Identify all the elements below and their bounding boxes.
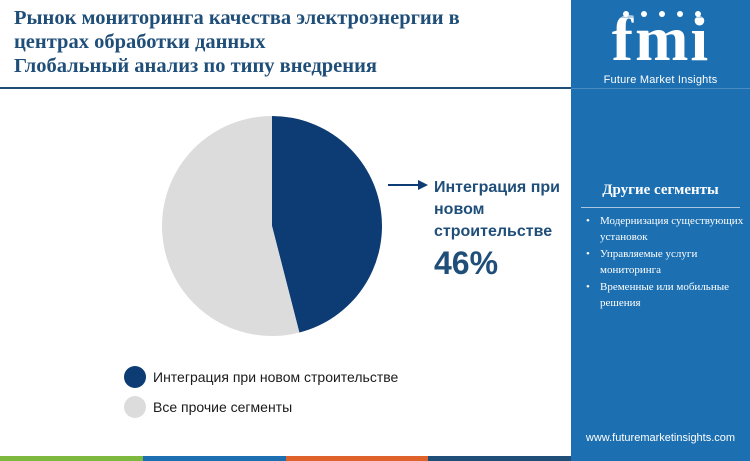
bottom-bar-segment: [428, 456, 571, 461]
callout-arrow: [388, 180, 428, 190]
logo-wordmark: fmi: [611, 8, 709, 66]
title-line-1: Рынок мониторинга качества электроэнерги…: [14, 7, 460, 29]
bottom-bar-segment: [142, 456, 286, 461]
pie-chart: [161, 116, 428, 337]
callout-label: Интеграция при новом строительстве: [434, 179, 560, 240]
bottom-bar-segment: [285, 456, 429, 461]
bottom-color-bar: [0, 456, 571, 461]
callout-value: 46%: [434, 245, 499, 281]
fmi-logo: fmi Future Market Insights: [571, 8, 750, 88]
bottom-bar-segment: [0, 456, 143, 461]
other-segments-divider: [581, 207, 740, 208]
legend-label-new-construction: Интеграция при новом строительстве: [153, 369, 399, 385]
panel-divider: [571, 88, 750, 89]
pie-slice-other-segments: [161, 116, 300, 337]
brand-panel: fmi Future Market Insights Другие сегмен…: [571, 0, 750, 461]
website-link[interactable]: www.futuremarketinsights.com: [585, 432, 736, 444]
list-item: Управляемые услуги мониторинга: [583, 247, 745, 278]
page-title: Рынок мониторинга качества электроэнерги…: [14, 6, 569, 78]
other-segments-heading: Другие сегменты: [602, 182, 719, 198]
legend-swatch-other-segments: [124, 396, 146, 418]
pie-slice-new-construction: [272, 116, 382, 333]
title-line-3: Глобальный анализ по типу внедрения: [14, 55, 377, 77]
list-item: Временные или мобильные решения: [583, 280, 745, 311]
logo-subtitle: Future Market Insights: [603, 74, 718, 86]
legend-swatch-new-construction: [124, 366, 146, 388]
list-item: Модернизация существующих установок: [583, 214, 745, 245]
other-segments-list: Модернизация существующих установок Упра…: [583, 214, 745, 313]
title-divider: [0, 87, 571, 89]
title-line-2: центрах обработки данных: [14, 31, 266, 53]
legend-label-other-segments: Все прочие сегменты: [153, 399, 293, 415]
